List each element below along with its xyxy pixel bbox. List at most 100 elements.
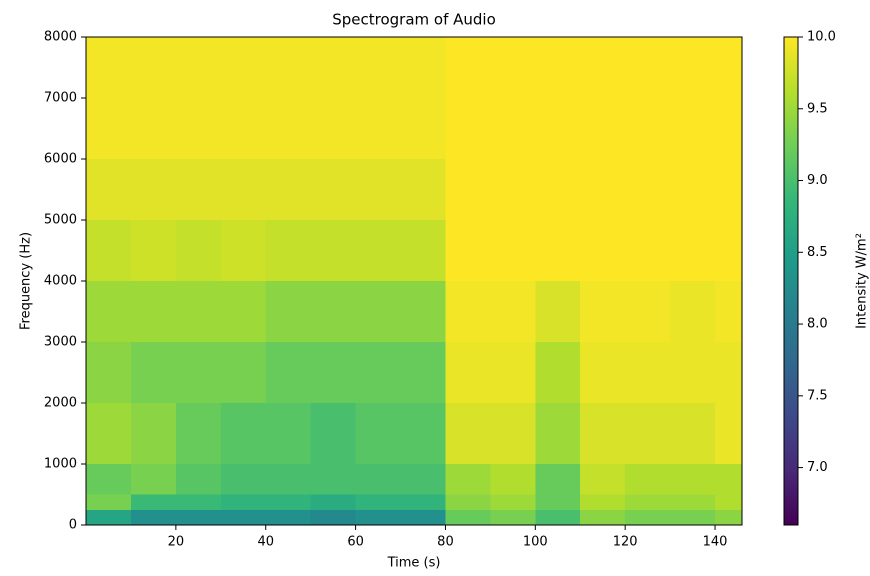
colorbar-tick-label: 7.5 bbox=[807, 388, 828, 403]
heatmap-cell bbox=[625, 494, 671, 510]
heatmap-cell bbox=[535, 403, 581, 464]
heatmap-cell bbox=[265, 464, 311, 495]
heatmap-cell bbox=[265, 509, 311, 525]
heatmap-cell bbox=[535, 220, 581, 281]
heatmap-cell bbox=[445, 464, 491, 495]
heatmap-cell bbox=[625, 159, 671, 220]
x-tick-label: 80 bbox=[437, 535, 454, 550]
heatmap-cell bbox=[580, 494, 626, 510]
heatmap-cell bbox=[580, 342, 626, 403]
heatmap-cell bbox=[670, 159, 716, 220]
heatmap-cell bbox=[625, 342, 671, 403]
heatmap-cell bbox=[580, 281, 626, 342]
heatmap-cell bbox=[715, 37, 742, 159]
heatmap-cell bbox=[445, 403, 491, 464]
x-tick-label: 40 bbox=[257, 535, 274, 550]
heatmap-cell bbox=[715, 342, 742, 403]
heatmap-cell bbox=[625, 220, 671, 281]
heatmap-cell bbox=[490, 281, 536, 342]
heatmap-cell bbox=[400, 509, 446, 525]
heatmap-cell bbox=[175, 403, 221, 464]
heatmap-cell bbox=[670, 37, 716, 159]
heatmap-cell bbox=[355, 159, 401, 220]
heatmap-cell bbox=[445, 509, 491, 525]
heatmap-cell bbox=[220, 37, 266, 159]
heatmap-cell bbox=[670, 494, 716, 510]
heatmap-cell bbox=[715, 494, 742, 510]
heatmap-cell bbox=[625, 464, 671, 495]
heatmap-cell bbox=[130, 403, 176, 464]
heatmap-cell bbox=[670, 403, 716, 464]
heatmap-cell bbox=[310, 342, 356, 403]
heatmap-cell bbox=[670, 464, 716, 495]
y-tick-label: 4000 bbox=[44, 274, 77, 289]
colorbar-label: Intensity W/m² bbox=[855, 233, 870, 329]
heatmap-cell bbox=[310, 464, 356, 495]
heatmap-cell bbox=[265, 403, 311, 464]
heatmap-cell bbox=[490, 494, 536, 510]
heatmap-cell bbox=[490, 37, 536, 159]
heatmap-cell bbox=[400, 494, 446, 510]
heatmap-cell bbox=[625, 281, 671, 342]
heatmap-cell bbox=[175, 37, 221, 159]
heatmap-cell bbox=[130, 464, 176, 495]
y-tick-label: 6000 bbox=[44, 152, 77, 167]
heatmap-cell bbox=[445, 37, 491, 159]
heatmap-cell bbox=[175, 281, 221, 342]
heatmap-cell bbox=[355, 464, 401, 495]
heatmap-cell bbox=[265, 37, 311, 159]
heatmap-cell bbox=[130, 342, 176, 403]
heatmap-cell bbox=[400, 220, 446, 281]
heatmap-cell bbox=[130, 509, 176, 525]
heatmap-cell bbox=[130, 281, 176, 342]
heatmap-cell bbox=[535, 464, 581, 495]
heatmap-cell bbox=[580, 220, 626, 281]
heatmap-cell bbox=[490, 342, 536, 403]
heatmap-cell bbox=[355, 342, 401, 403]
y-axis-label: Frequency (Hz) bbox=[19, 232, 34, 330]
heatmap-cell bbox=[220, 281, 266, 342]
x-tick-label: 20 bbox=[168, 535, 185, 550]
heatmap-cell bbox=[175, 494, 221, 510]
heatmap-cell bbox=[175, 342, 221, 403]
heatmap-cell bbox=[445, 342, 491, 403]
heatmap-cell bbox=[355, 509, 401, 525]
x-tick-label: 100 bbox=[523, 535, 548, 550]
heatmap-cell bbox=[715, 281, 742, 342]
heatmap-cell bbox=[220, 464, 266, 495]
heatmap-cell bbox=[175, 159, 221, 220]
heatmap-cell bbox=[490, 159, 536, 220]
heatmap-cell bbox=[86, 281, 131, 342]
heatmap-cell bbox=[490, 220, 536, 281]
heatmap-cell bbox=[220, 494, 266, 510]
heatmap-cell bbox=[130, 159, 176, 220]
y-tick-label: 7000 bbox=[44, 91, 77, 106]
heatmap-cell bbox=[625, 37, 671, 159]
heatmap-cell bbox=[715, 159, 742, 220]
y-tick-label: 5000 bbox=[44, 213, 77, 228]
heatmap-cell bbox=[715, 220, 742, 281]
heatmap-cell bbox=[86, 220, 131, 281]
heatmap-cell bbox=[625, 403, 671, 464]
heatmap-cell bbox=[400, 403, 446, 464]
heatmap-cell bbox=[86, 494, 131, 510]
heatmap-cell bbox=[580, 403, 626, 464]
heatmap-cell bbox=[310, 494, 356, 510]
heatmap-cell bbox=[670, 509, 716, 525]
heatmap-cell bbox=[535, 281, 581, 342]
heatmap-cell bbox=[130, 37, 176, 159]
heatmap-cell bbox=[625, 509, 671, 525]
heatmap-cell bbox=[355, 220, 401, 281]
heatmap-cell bbox=[355, 281, 401, 342]
heatmap-cell bbox=[220, 509, 266, 525]
heatmap-cell bbox=[355, 403, 401, 464]
heatmap-cell bbox=[400, 342, 446, 403]
heatmap-cell bbox=[86, 464, 131, 495]
heatmap-cell bbox=[535, 494, 581, 510]
y-tick-label: 1000 bbox=[44, 457, 77, 472]
heatmap-cell bbox=[265, 159, 311, 220]
chart-title: Spectrogram of Audio bbox=[332, 11, 496, 29]
colorbar bbox=[783, 36, 799, 526]
heatmap-cell bbox=[670, 281, 716, 342]
